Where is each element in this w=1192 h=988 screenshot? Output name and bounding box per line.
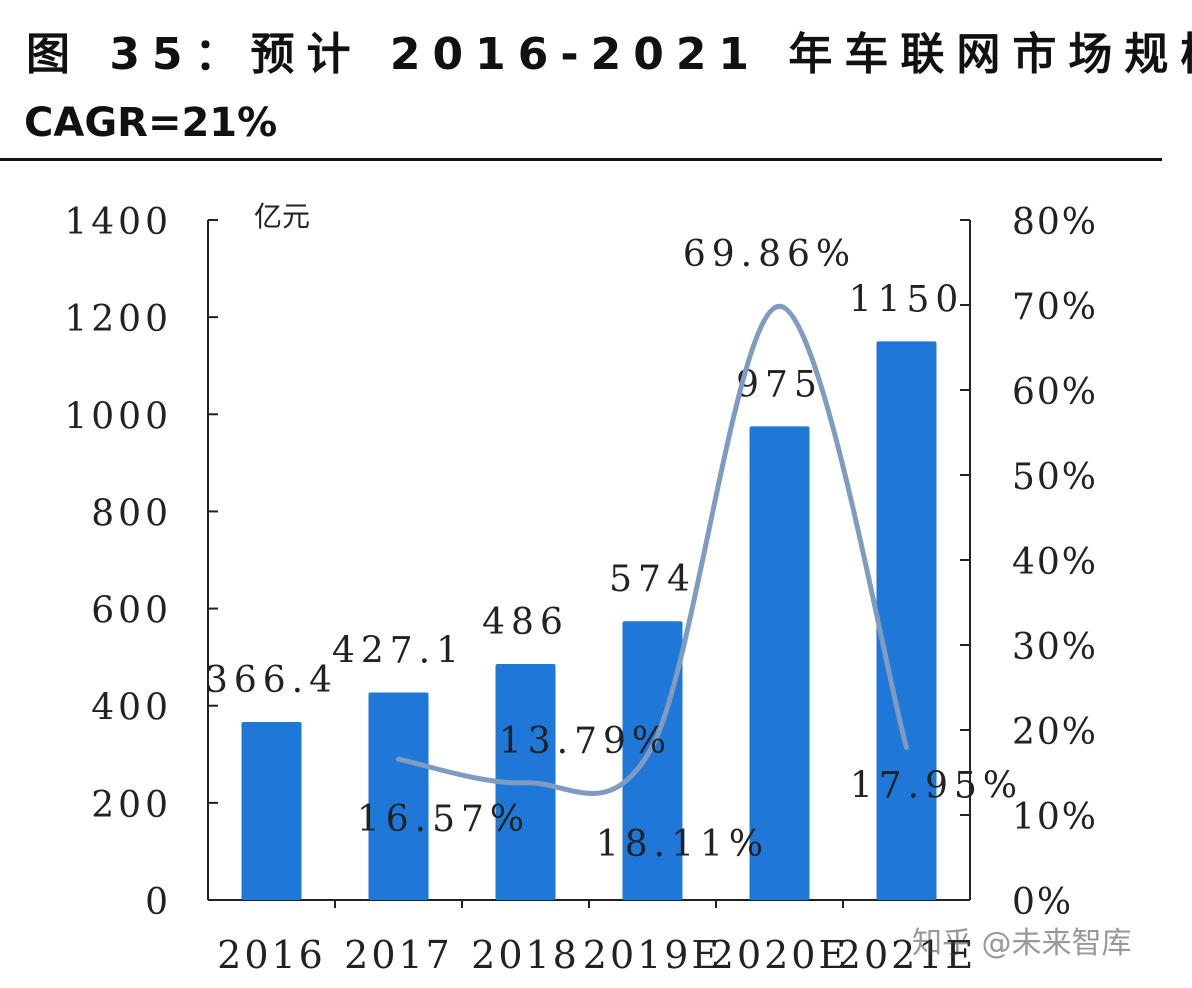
bar-value-label: 574 xyxy=(609,559,696,600)
left-axis-tick-label: 1000 xyxy=(64,396,172,437)
left-axis-tick-label: 200 xyxy=(91,785,172,826)
bar-2019E xyxy=(622,621,683,900)
right-axis-tick-label: 20% xyxy=(1012,712,1098,753)
growth-rate-label: 13.79% xyxy=(499,721,672,762)
growth-rate-line xyxy=(396,303,909,796)
left-axis-tick-label: 400 xyxy=(91,688,172,729)
growth-rate-label: 69.86% xyxy=(683,234,856,275)
x-axis-category-label: 2020E xyxy=(710,933,849,977)
right-axis-tick-label: 10% xyxy=(1012,797,1098,838)
bar-2017 xyxy=(368,692,429,900)
growth-rate-label: 16.57% xyxy=(357,799,530,840)
x-axis-category-label: 2016 xyxy=(217,933,326,977)
bar-value-label: 975 xyxy=(736,364,823,405)
right-axis-tick-label: 60% xyxy=(1012,372,1098,413)
left-axis-tick-label: 1200 xyxy=(64,299,172,340)
title-rule xyxy=(0,158,1162,161)
left-axis-tick-label: 600 xyxy=(91,591,172,632)
right-axis-tick-label: 40% xyxy=(1012,542,1098,583)
growth-rate-label: 18.11% xyxy=(596,824,769,865)
growth-rate-label: 17.95% xyxy=(850,765,1023,806)
x-axis-category-label: 2018 xyxy=(471,933,580,977)
right-axis-tick-label: 30% xyxy=(1012,627,1098,668)
bar-value-label: 486 xyxy=(482,602,569,643)
right-axis-tick-label: 70% xyxy=(1012,287,1098,328)
bar-value-label: 427.1 xyxy=(332,631,465,672)
chart-subtitle: CAGR=21% xyxy=(24,100,278,146)
bar-value-label: 1150 xyxy=(849,279,965,320)
left-axis-tick-label: 1400 xyxy=(64,202,172,243)
right-axis-tick-label: 80% xyxy=(1012,202,1098,243)
chart-title: 图 35：预计 2016-2021 年车联网市场规模 xyxy=(26,29,1192,80)
left-axis-tick-label: 0 xyxy=(145,882,172,923)
right-axis-tick-label: 0% xyxy=(1012,882,1073,923)
x-axis-category-label: 2017 xyxy=(344,933,453,977)
watermark: 知乎 @未来智库 xyxy=(912,926,1132,961)
bar-2016 xyxy=(241,722,302,900)
bar-2021E xyxy=(876,341,937,900)
x-axis-category-label: 2021E xyxy=(837,933,976,977)
bar-2020E xyxy=(749,426,810,900)
x-axis-category-label: 2019E xyxy=(583,933,722,977)
y-axis-unit-label: 亿元 xyxy=(254,200,310,233)
right-axis-tick-label: 50% xyxy=(1012,457,1098,498)
left-axis-tick-label: 800 xyxy=(91,493,172,534)
bar-value-label: 366.4 xyxy=(205,660,338,701)
